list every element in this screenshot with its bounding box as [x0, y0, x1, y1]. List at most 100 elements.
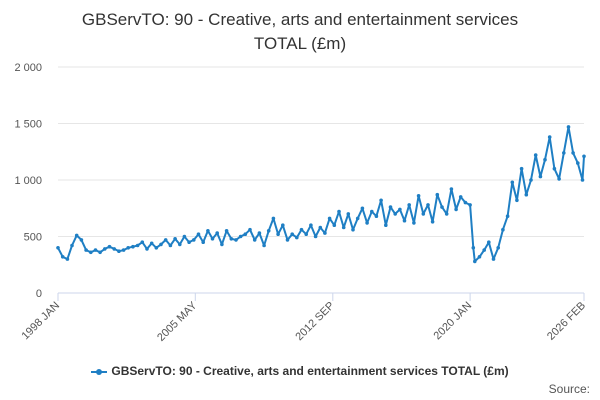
data-point[interactable] — [332, 223, 337, 227]
data-point[interactable] — [491, 257, 496, 261]
data-point[interactable] — [243, 232, 248, 236]
data-point[interactable] — [117, 249, 121, 253]
data-point[interactable] — [547, 135, 552, 139]
data-point[interactable] — [107, 244, 112, 249]
data-point[interactable] — [309, 223, 313, 227]
data-point[interactable] — [449, 187, 454, 191]
data-point[interactable] — [121, 248, 126, 252]
data-point[interactable] — [196, 232, 201, 236]
data-point[interactable] — [140, 240, 145, 244]
data-point[interactable] — [365, 221, 369, 225]
data-point[interactable] — [304, 232, 309, 236]
data-point[interactable] — [56, 246, 60, 250]
data-point[interactable] — [337, 209, 341, 214]
data-point[interactable] — [215, 231, 219, 235]
data-point[interactable] — [135, 243, 140, 248]
data-point[interactable] — [131, 244, 135, 249]
data-point[interactable] — [407, 203, 412, 207]
data-point[interactable] — [224, 229, 229, 233]
data-point[interactable] — [271, 216, 276, 221]
data-point[interactable] — [435, 192, 440, 197]
legend[interactable]: GBServTO: 90 - Creative, arts and entert… — [0, 364, 600, 378]
data-point[interactable] — [562, 151, 566, 155]
data-point[interactable] — [252, 238, 257, 242]
data-point[interactable] — [74, 233, 79, 238]
data-point[interactable] — [471, 246, 476, 250]
data-point[interactable] — [163, 238, 168, 242]
data-point[interactable] — [126, 246, 130, 250]
data-point[interactable] — [370, 209, 374, 214]
data-point[interactable] — [355, 216, 360, 221]
data-point[interactable] — [220, 242, 224, 247]
data-point[interactable] — [398, 207, 402, 212]
data-point[interactable] — [384, 223, 388, 227]
data-point[interactable] — [206, 229, 210, 233]
data-point[interactable] — [103, 247, 107, 251]
data-point[interactable] — [84, 248, 88, 252]
data-point[interactable] — [210, 237, 215, 241]
data-point[interactable] — [538, 174, 543, 179]
data-point[interactable] — [257, 231, 262, 235]
data-point[interactable] — [430, 220, 435, 224]
data-point[interactable] — [178, 242, 182, 247]
data-point[interactable] — [93, 248, 98, 252]
data-point[interactable] — [360, 206, 365, 211]
data-point[interactable] — [262, 243, 266, 248]
data-point[interactable] — [341, 225, 346, 230]
data-point[interactable] — [388, 205, 393, 209]
data-point[interactable] — [266, 229, 271, 233]
data-point[interactable] — [557, 177, 561, 181]
data-point[interactable] — [510, 180, 515, 185]
data-point[interactable] — [374, 214, 379, 218]
data-point[interactable] — [168, 243, 173, 248]
data-point[interactable] — [327, 216, 332, 221]
data-point[interactable] — [234, 238, 238, 242]
data-point[interactable] — [60, 254, 65, 259]
data-point[interactable] — [529, 178, 533, 182]
data-point[interactable] — [159, 242, 163, 247]
data-point[interactable] — [70, 243, 74, 248]
data-point[interactable] — [201, 240, 205, 244]
data-point[interactable] — [154, 246, 159, 250]
data-point[interactable] — [580, 178, 585, 182]
data-point[interactable] — [524, 192, 529, 197]
data-point[interactable] — [463, 200, 468, 205]
data-point[interactable] — [112, 247, 116, 251]
data-point[interactable] — [482, 248, 487, 252]
data-point[interactable] — [281, 223, 285, 227]
data-point[interactable] — [440, 205, 444, 209]
data-point[interactable] — [515, 198, 519, 203]
data-point[interactable] — [149, 241, 154, 246]
data-point[interactable] — [543, 157, 547, 162]
data-point[interactable] — [487, 240, 491, 244]
data-point[interactable] — [444, 212, 449, 216]
data-point[interactable] — [458, 195, 463, 199]
data-point[interactable] — [582, 154, 586, 159]
data-point[interactable] — [576, 161, 580, 165]
data-point[interactable] — [473, 259, 477, 264]
data-point[interactable] — [552, 166, 557, 171]
data-point[interactable] — [477, 254, 482, 259]
data-point[interactable] — [238, 234, 243, 239]
data-point[interactable] — [318, 225, 323, 230]
data-point[interactable] — [187, 240, 191, 244]
data-point[interactable] — [290, 232, 295, 236]
data-point[interactable] — [98, 250, 102, 255]
data-point[interactable] — [505, 214, 510, 218]
data-point[interactable] — [379, 198, 383, 203]
data-point[interactable] — [285, 238, 290, 242]
data-point[interactable] — [192, 238, 196, 242]
data-point[interactable] — [313, 234, 318, 239]
data-point[interactable] — [351, 227, 355, 232]
data-point[interactable] — [295, 235, 299, 240]
data-point[interactable] — [496, 246, 501, 250]
series-line-0[interactable] — [57, 125, 585, 263]
data-point[interactable] — [229, 237, 234, 241]
data-point[interactable] — [346, 212, 351, 216]
data-point[interactable] — [248, 227, 252, 232]
data-point[interactable] — [89, 250, 93, 255]
data-point[interactable] — [454, 207, 458, 212]
data-point[interactable] — [571, 151, 575, 155]
data-point[interactable] — [468, 203, 472, 207]
data-point[interactable] — [402, 218, 407, 223]
